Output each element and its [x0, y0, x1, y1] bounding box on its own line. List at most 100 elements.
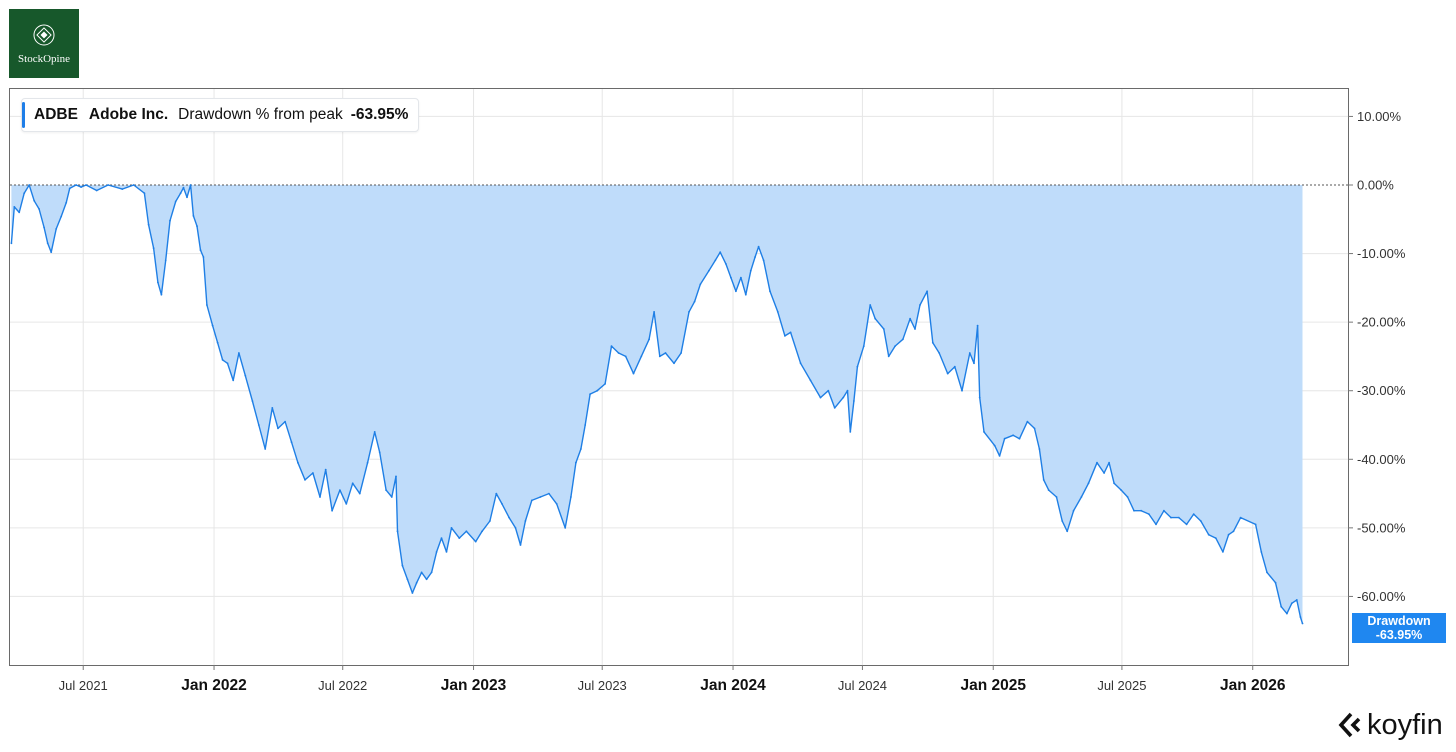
- data-point: [85, 184, 87, 186]
- data-point: [450, 527, 453, 529]
- data-point: [420, 571, 423, 574]
- data-point: [946, 372, 949, 375]
- data-point: [264, 448, 267, 450]
- data-point: [1148, 513, 1150, 515]
- data-point: [192, 215, 195, 217]
- data-point: [1280, 605, 1283, 608]
- y-tick-label: -60.00%: [1357, 589, 1406, 604]
- data-point: [232, 379, 235, 382]
- data-point: [38, 208, 40, 210]
- data-point: [395, 475, 397, 478]
- data-point: [708, 269, 710, 272]
- x-tick-label: Jul 2022: [318, 678, 367, 693]
- data-point: [530, 499, 533, 502]
- data-point: [909, 317, 911, 320]
- data-point: [80, 186, 82, 189]
- data-point: [435, 551, 438, 553]
- data-point: [189, 184, 192, 186]
- data-point: [1260, 551, 1263, 553]
- data-point: [1170, 516, 1172, 519]
- badge-label: Drawdown: [1367, 614, 1431, 628]
- data-point: [624, 355, 627, 358]
- data-point: [1301, 622, 1304, 625]
- x-tick-label: Jan 2023: [441, 677, 507, 694]
- data-point: [297, 461, 299, 464]
- last-value-badge: Drawdown -63.95%: [1352, 613, 1446, 643]
- data-point: [931, 341, 934, 344]
- koyfin-chevron-icon: [1338, 712, 1361, 738]
- data-point: [575, 461, 577, 464]
- data-point: [68, 187, 71, 190]
- data-point: [312, 472, 314, 474]
- data-point: [1286, 612, 1288, 615]
- data-point: [182, 186, 185, 189]
- data-point: [304, 479, 306, 481]
- data-point: [833, 407, 836, 409]
- data-point: [174, 200, 177, 203]
- data-point: [508, 516, 510, 519]
- data-point: [1192, 513, 1195, 515]
- data-point: [983, 431, 985, 433]
- data-point: [1047, 489, 1050, 491]
- data-point: [179, 192, 182, 195]
- data-point: [938, 352, 941, 354]
- data-point: [290, 441, 293, 443]
- data-point: [769, 290, 771, 293]
- data-point: [1199, 520, 1202, 522]
- data-point: [284, 420, 286, 423]
- data-point: [1274, 581, 1277, 584]
- data-point: [373, 431, 376, 433]
- data-point: [862, 345, 865, 347]
- data-point: [1072, 509, 1075, 512]
- logo-text: StockOpine: [18, 53, 70, 65]
- data-point: [1232, 530, 1235, 533]
- data-point: [617, 352, 620, 354]
- data-point: [345, 503, 348, 505]
- data-point: [107, 184, 109, 186]
- data-point: [658, 355, 661, 358]
- data-point: [238, 352, 240, 354]
- data-point: [548, 492, 550, 495]
- data-point: [65, 201, 68, 204]
- drawdown-area: [11, 185, 1303, 624]
- data-point: [882, 328, 885, 330]
- data-point: [1033, 427, 1036, 430]
- data-point: [914, 328, 916, 330]
- data-point: [1108, 461, 1110, 464]
- data-point: [1299, 616, 1302, 618]
- data-point: [1266, 571, 1268, 574]
- data-point: [1254, 523, 1257, 526]
- data-point: [401, 564, 404, 567]
- data-point: [902, 338, 904, 341]
- data-point: [489, 520, 491, 522]
- data-point: [18, 211, 21, 214]
- data-point: [809, 379, 812, 382]
- data-point: [1120, 489, 1123, 491]
- data-point: [406, 578, 409, 581]
- data-point: [1055, 496, 1058, 498]
- data-point: [973, 362, 975, 365]
- data-point: [1214, 537, 1217, 539]
- y-tick-label: 0.00%: [1357, 178, 1394, 193]
- data-point: [519, 544, 522, 546]
- data-point: [653, 311, 655, 313]
- x-tick-label: Jan 2025: [960, 677, 1026, 694]
- data-point: [257, 424, 260, 426]
- data-point: [789, 331, 792, 334]
- data-point: [1163, 509, 1165, 512]
- data-point: [699, 283, 702, 286]
- data-point: [211, 324, 214, 327]
- y-tick-label: 10.00%: [1357, 109, 1402, 124]
- data-point: [501, 503, 503, 505]
- data-point: [968, 352, 971, 354]
- data-point: [1087, 482, 1090, 485]
- data-point: [1113, 482, 1115, 485]
- data-point: [60, 215, 63, 218]
- data-point: [564, 527, 567, 529]
- data-point: [1080, 496, 1083, 498]
- data-point: [55, 228, 58, 230]
- data-point: [474, 540, 477, 543]
- data-point: [458, 537, 461, 539]
- data-point: [693, 300, 696, 303]
